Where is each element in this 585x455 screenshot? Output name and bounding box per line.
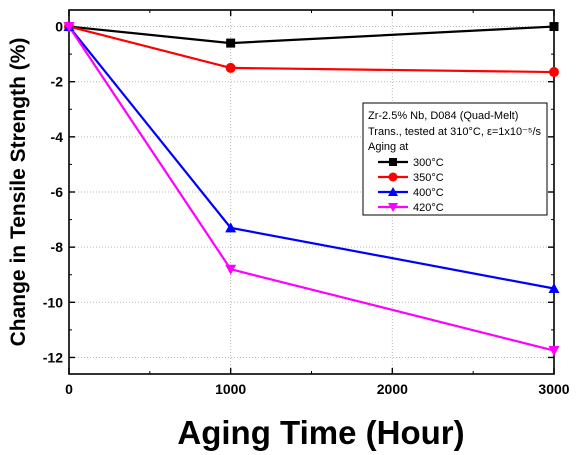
- data-point: [225, 62, 236, 73]
- legend-label: 400°C: [413, 187, 444, 199]
- data-point: [548, 283, 560, 294]
- x-axis-title: Aging Time (Hour): [177, 414, 464, 451]
- y-axis-title: Change in Tensile Strength (%): [7, 38, 30, 347]
- y-tick-label: 0: [55, 19, 63, 35]
- data-point: [63, 22, 75, 33]
- y-tick-label: -10: [43, 294, 63, 310]
- y-tick-label: -8: [51, 239, 64, 255]
- x-tick-label: 3000: [538, 381, 569, 397]
- data-point: [226, 38, 236, 48]
- legend-marker: [389, 158, 397, 166]
- x-tick-label: 1000: [215, 381, 246, 397]
- legend-marker: [388, 172, 398, 182]
- y-tick-label: -12: [43, 349, 63, 365]
- legend-label: 420°C: [413, 202, 444, 214]
- legend-marker: [388, 203, 398, 212]
- x-tick-label: 0: [65, 381, 73, 397]
- legend-items: 300°C 350°C 400°C 420°C: [378, 157, 444, 214]
- x-tick-label: 2000: [377, 381, 408, 397]
- series-markers: [63, 21, 560, 357]
- data-point: [225, 264, 237, 275]
- data-point: [225, 222, 237, 233]
- legend-header-line-2: Trans., tested at 310°C, ε=1x10⁻⁵/s: [368, 126, 542, 138]
- data-point: [549, 67, 559, 78]
- legend: Zr-2.5% Nb, D084 (Quad-Melt) Trans., tes…: [362, 102, 548, 216]
- y-tick-label: -6: [51, 184, 64, 200]
- legend-header-line-3: Aging at: [368, 141, 408, 153]
- legend-header-line-1: Zr-2.5% Nb, D084 (Quad-Melt): [368, 110, 518, 122]
- axis-ticks: 0 1000 2000 3000 0 -2 -4 -6 -8 -10 -12: [43, 10, 570, 397]
- legend-label: 300°C: [413, 157, 444, 169]
- data-point: [549, 22, 559, 32]
- legend-marker: [388, 187, 398, 196]
- y-tick-label: -2: [51, 74, 64, 90]
- data-point: [548, 346, 560, 357]
- legend-label: 350°C: [413, 172, 444, 184]
- y-tick-label: -4: [51, 129, 64, 145]
